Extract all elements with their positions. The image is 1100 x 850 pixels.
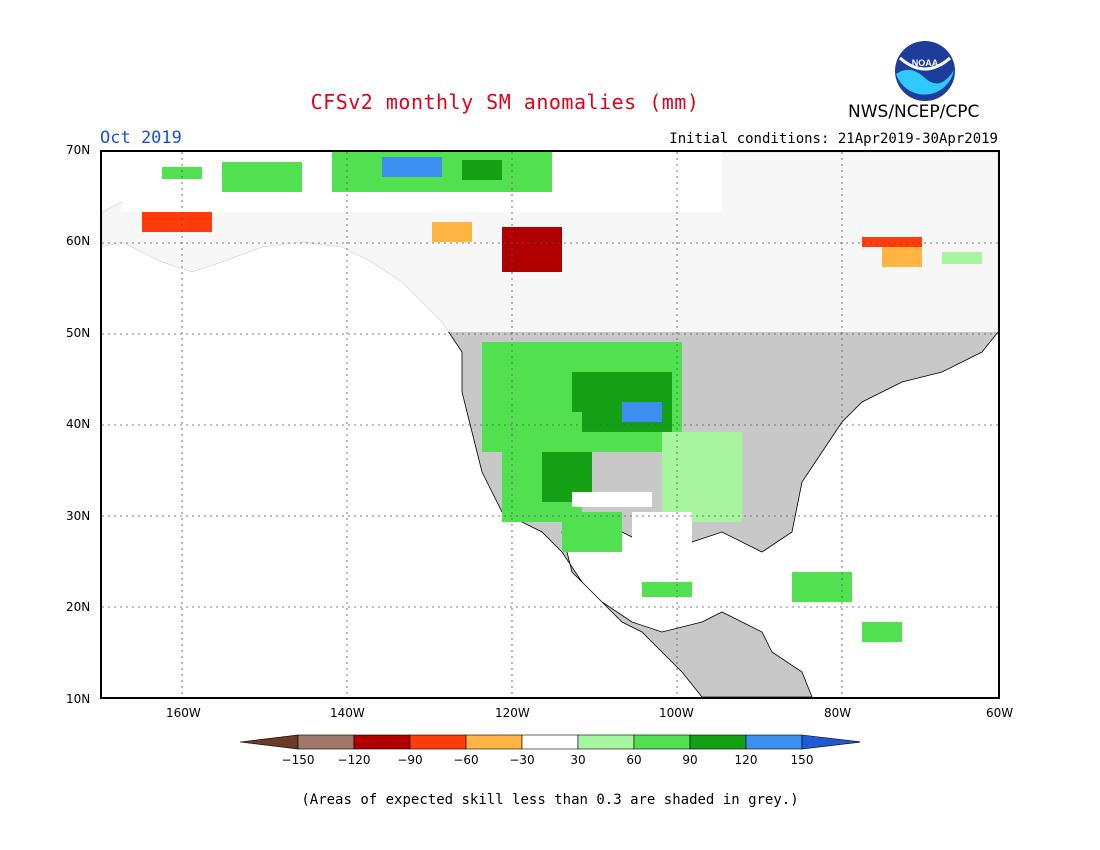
colorbar-box [353,734,411,750]
title-text: CFSv2 monthly SM anomalies (mm) [310,90,700,114]
colorbar-tick-label: −150 [282,753,315,767]
lat-label-50n: 50N [66,326,91,340]
valid-month: Oct 2019 [100,128,182,148]
graticule [102,152,998,697]
colorbar-box [577,734,635,750]
colorbar-tick-label: 90 [682,753,697,767]
anomaly-map [100,150,1000,699]
lon-label-100w: 100W [659,706,694,720]
colorbar-tick-label: 60 [626,753,641,767]
colorbar-box [633,734,691,750]
lon-label-140w: 140W [330,706,365,720]
lon-label-80w: 80W [824,706,852,720]
colorbar-tick-label: −90 [397,753,422,767]
anomaly-cells [102,152,998,642]
colorbar-arrow-high [801,734,860,750]
colorbar-box [745,734,803,750]
colorbar-box [409,734,467,750]
lon-label-160w: 160W [166,706,201,720]
colorbar-box [689,734,747,750]
colorbar-box [465,734,523,750]
colorbar-tick-label: −30 [509,753,534,767]
colorbar-tick-label: 120 [735,753,758,767]
lon-label-60w: 60W [986,706,1014,720]
colorbar-arrow-low [240,734,299,750]
noaa-logo: NOAA [894,40,956,102]
colorbar-box [521,734,579,750]
lat-label-20n: 20N [66,600,91,614]
colorbar-box [297,734,355,750]
agency-label: NWS/NCEP/CPC [848,102,980,122]
lat-label-30n: 30N [66,509,91,523]
colorbar-tick-label: 30 [570,753,585,767]
lat-label-10n: 10N [66,692,91,706]
map-title: CFSv2 monthly SM anomalies (mm) [0,90,1100,114]
skill-note: (Areas of expected skill less than 0.3 a… [301,792,799,808]
noaa-logo-text: NOAA [912,58,939,68]
lat-label-60n: 60N [66,234,91,248]
colorbar-tick-label: −120 [338,753,371,767]
lat-label-40n: 40N [66,417,91,431]
initial-conditions: Initial conditions: 21Apr2019-30Apr2019 [669,131,998,147]
colorbar-tick-label: −60 [453,753,478,767]
lat-label-70n: 70N [66,143,91,157]
colorbar: −150 −120 −90 −60 −30 30 60 90 120 150 [240,734,860,767]
colorbar-tick-label: 150 [791,753,814,767]
lon-label-120w: 120W [495,706,530,720]
